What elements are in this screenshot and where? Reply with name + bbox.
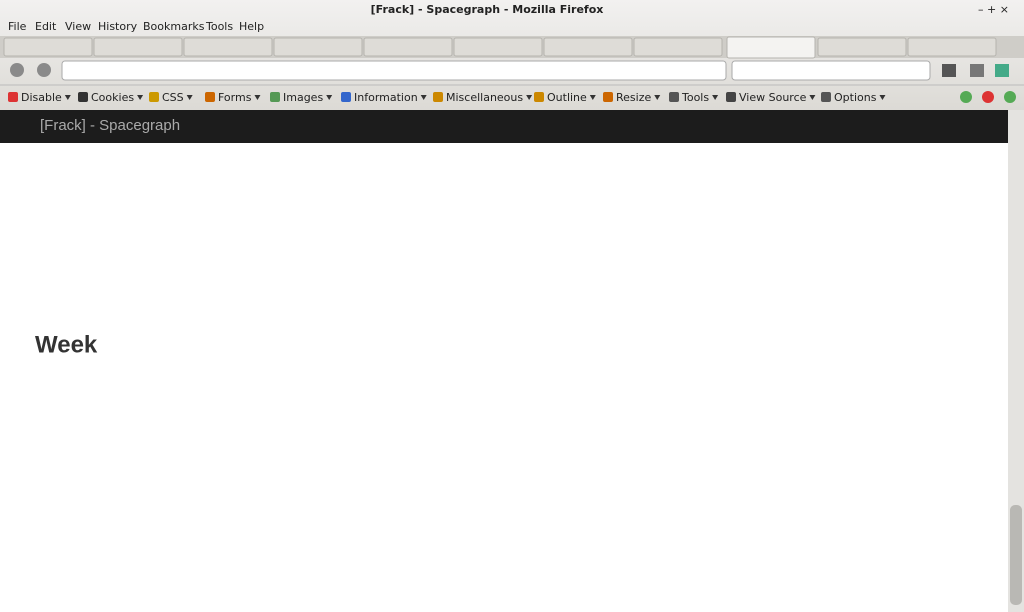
toolbar-icon (726, 92, 736, 102)
scroll-thumb[interactable] (1010, 505, 1022, 605)
home-button[interactable] (942, 64, 956, 77)
toolbar-icon (149, 92, 159, 102)
dropdown-arrow (526, 95, 533, 100)
dropdown-arrow (712, 95, 719, 100)
tab[interactable] (907, 37, 997, 57)
menu-bar: File Edit View History Bookmarks Tools Help (8, 20, 264, 33)
scrollbar[interactable] (1008, 110, 1024, 612)
tab[interactable] (543, 37, 633, 57)
menu-item[interactable]: Help (239, 20, 264, 33)
tab[interactable] (633, 37, 723, 57)
toolbar-item[interactable]: Outline (547, 91, 587, 104)
toolbar-item[interactable]: Disable (21, 91, 62, 104)
page-content: Week (35, 331, 98, 358)
dropdown-arrow (809, 95, 816, 100)
toolbar-item[interactable]: CSS (162, 91, 184, 104)
page-header-title: [Frack] - Spacegraph (40, 117, 180, 134)
toolbar-item[interactable]: View Source (739, 91, 807, 104)
menu-item[interactable]: Edit (35, 20, 57, 33)
menu-item[interactable]: History (98, 20, 138, 33)
toolbar-item[interactable]: Miscellaneous (446, 91, 523, 104)
tab[interactable] (93, 37, 183, 57)
dropdown-arrow (137, 95, 144, 100)
toolbar-icon (669, 92, 679, 102)
toolbar-icon (603, 92, 613, 102)
toolbar-button[interactable] (970, 64, 984, 77)
dropdown-arrow (326, 95, 333, 100)
toolbar-item[interactable]: Forms (218, 91, 252, 104)
toolbar-icon (78, 92, 88, 102)
url-bar[interactable] (61, 60, 727, 81)
window-title: [Frack] - Spacegraph - Mozilla Firefox (371, 3, 604, 16)
toolbar-icon (821, 92, 831, 102)
forward-button[interactable] (37, 63, 51, 77)
tab[interactable] (3, 37, 93, 57)
tab[interactable] (363, 37, 453, 57)
dropdown-arrow (654, 95, 661, 100)
dropdown-arrow (879, 95, 886, 100)
tab[interactable] (273, 37, 363, 57)
toolbar-item[interactable]: Images (283, 91, 323, 104)
dropdown-arrow (186, 95, 193, 100)
page-header (0, 110, 1008, 143)
viewport (0, 110, 1008, 612)
nav-bar (10, 60, 1009, 81)
toolbar-icon (270, 92, 280, 102)
ok-icon[interactable] (1004, 91, 1016, 103)
back-button[interactable] (10, 63, 24, 77)
dropdown-arrow (64, 95, 71, 100)
window-controls[interactable]: – + × (978, 3, 1009, 16)
dropdown-arrow (589, 95, 596, 100)
toolbar-icon (205, 92, 215, 102)
toolbar-icon (8, 92, 18, 102)
tab[interactable] (183, 37, 273, 57)
toolbar-item[interactable]: Options (834, 91, 877, 104)
toolbar-icon (534, 92, 544, 102)
toolbar-item[interactable]: Cookies (91, 91, 134, 104)
search-bar[interactable] (731, 60, 931, 81)
error-icon[interactable] (982, 91, 994, 103)
tab-active[interactable] (726, 36, 816, 59)
tab-strip (0, 36, 1024, 59)
section-heading: Week (35, 331, 98, 358)
menu-item[interactable]: File (8, 20, 27, 33)
dropdown-arrow (254, 95, 261, 100)
ok-icon[interactable] (960, 91, 972, 103)
toolbar-item[interactable]: Resize (616, 91, 651, 104)
toolbar-icon (341, 92, 351, 102)
menu-item[interactable]: View (65, 20, 91, 33)
dropdown-arrow (420, 95, 427, 100)
toolbar-item[interactable]: Information (354, 91, 418, 104)
toolbar-item[interactable]: Tools (681, 91, 709, 104)
menu-item[interactable]: Tools (205, 20, 233, 33)
toolbar-icon (433, 92, 443, 102)
web-developer-toolbar: Disable Cookies CSS Forms Images Information M… (8, 91, 886, 104)
toolbar-button[interactable] (995, 64, 1009, 77)
menu-item[interactable]: Bookmarks (143, 20, 205, 33)
tab[interactable] (453, 37, 543, 57)
tab[interactable] (817, 37, 907, 57)
